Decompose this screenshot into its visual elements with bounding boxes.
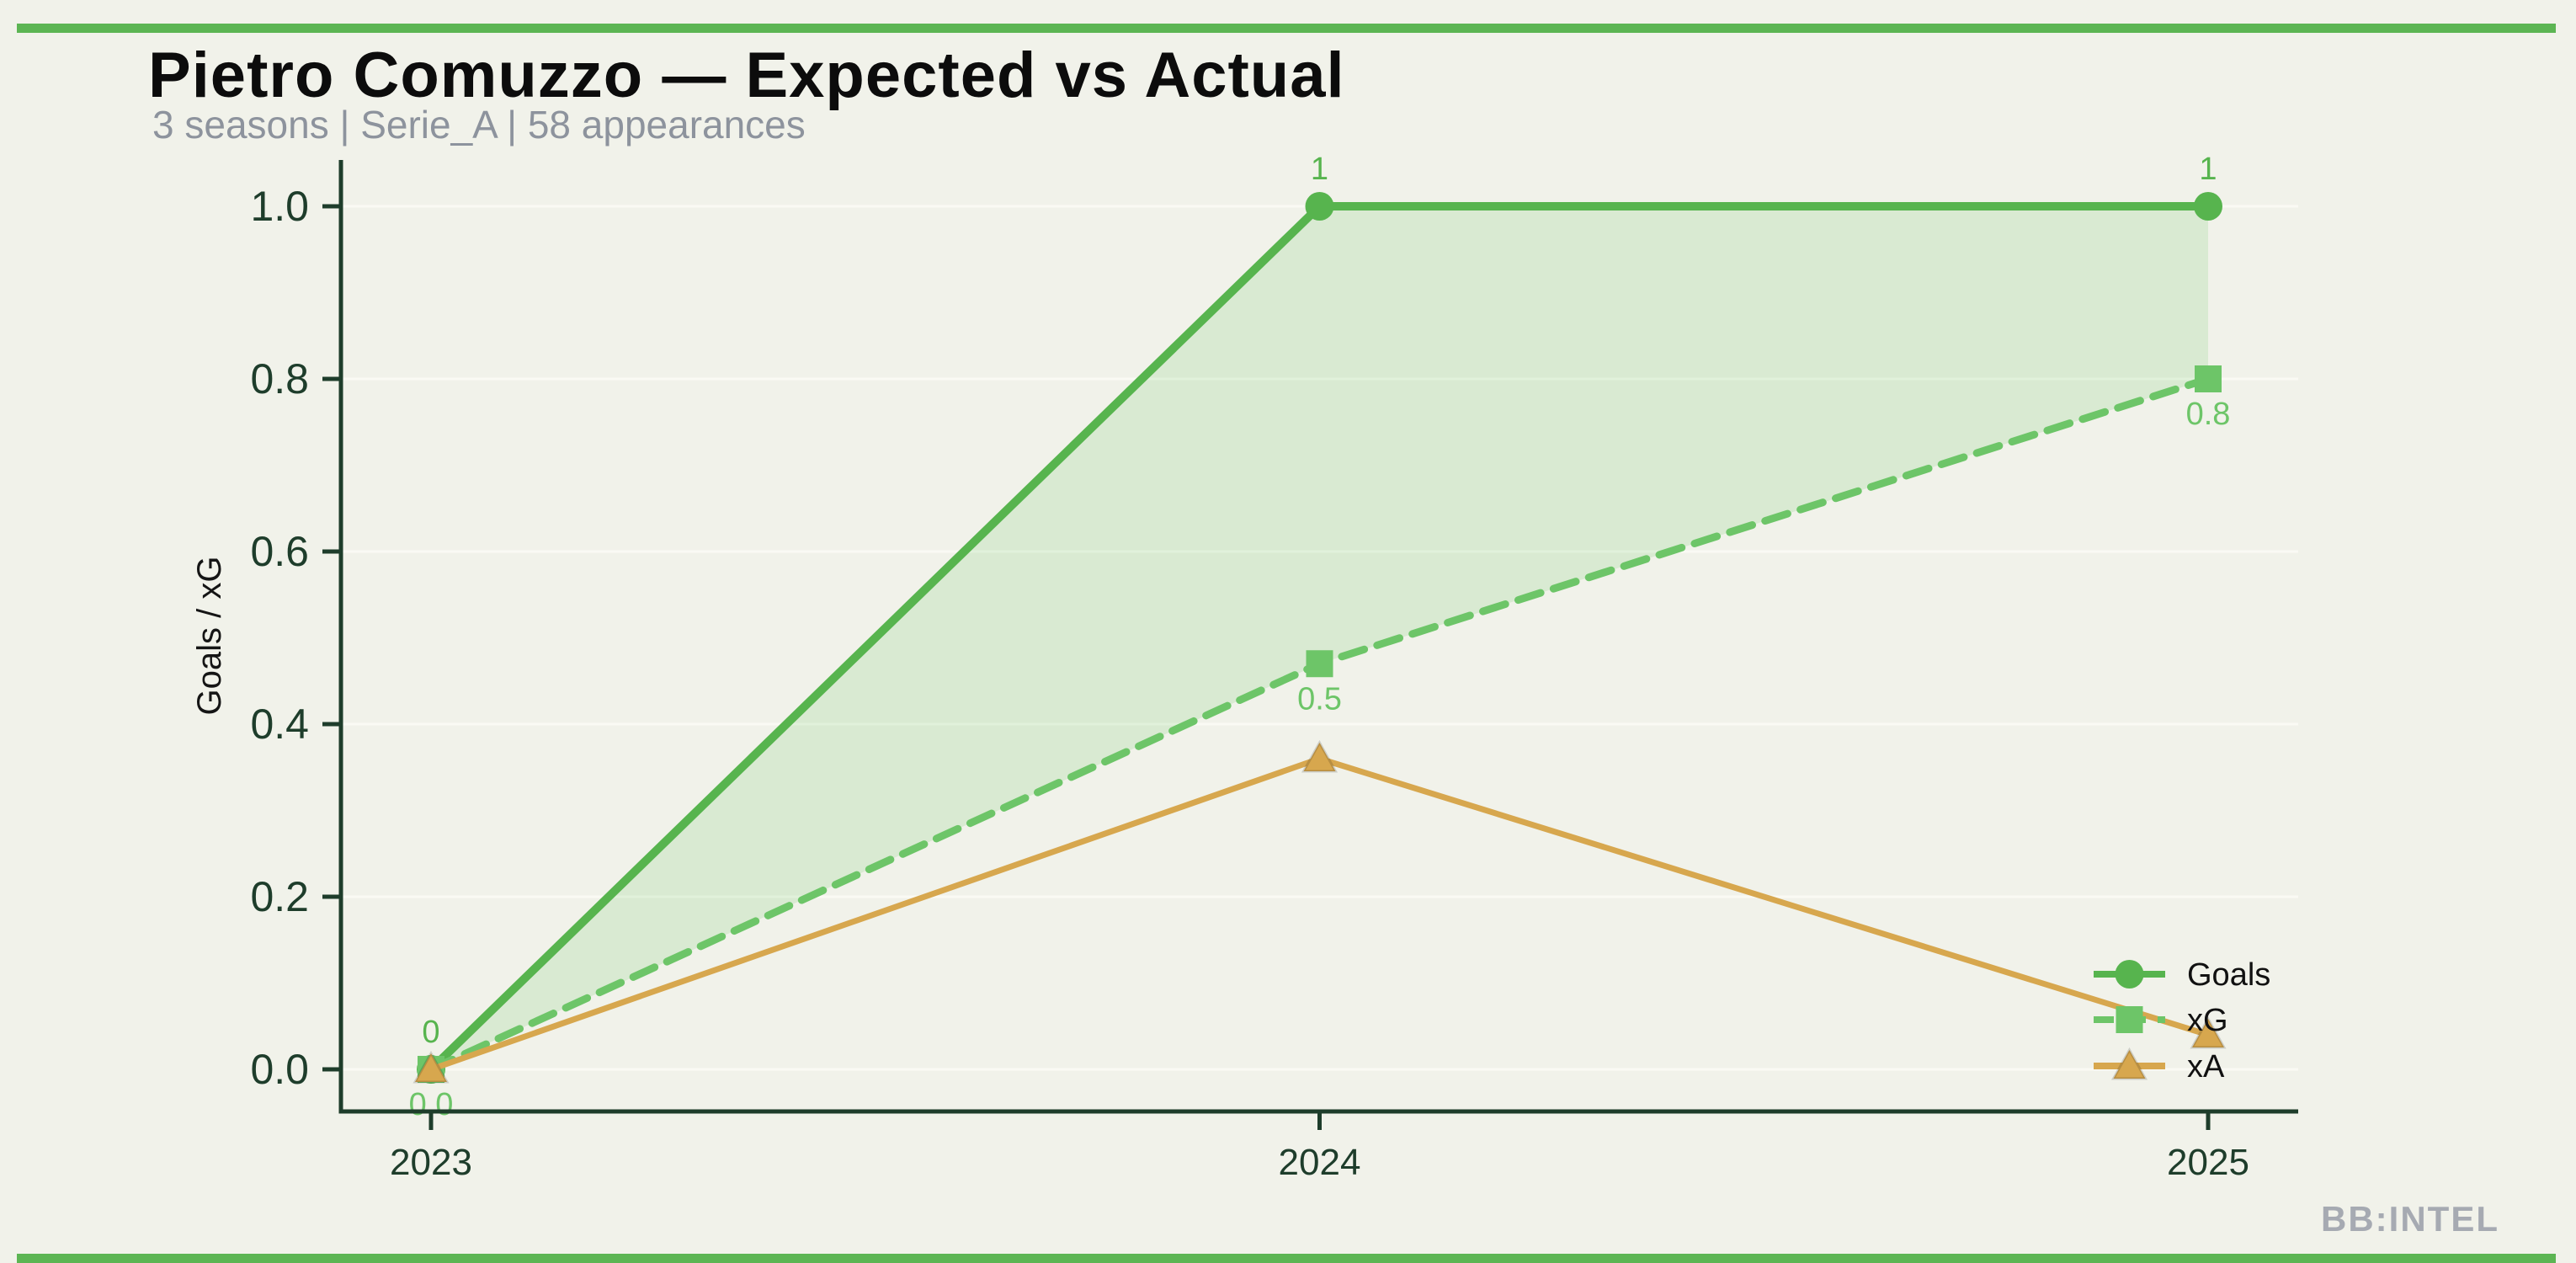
marker-xa (2190, 1015, 2227, 1049)
fill-between-polygon (431, 206, 2208, 1069)
axes: 0.0 0.2 0.4 0.6 0.8 1.0 2023 2024 2025 Goals / xG (191, 160, 2298, 1183)
page-subtitle: 3 seasons | Serie_A | 58 appearances (152, 103, 806, 147)
legend-label-goals: Goals (2187, 957, 2270, 993)
marker-goals (2194, 192, 2222, 221)
marker-xg (1306, 650, 1333, 678)
x-tick-label: 2023 (390, 1142, 472, 1183)
y-tick-label: 0.2 (250, 873, 309, 920)
marker-xa (412, 1050, 450, 1084)
point-labels: 01 10.00.50.8 (409, 152, 2231, 1122)
y-axis-title: Goals / xG (191, 557, 228, 716)
y-tick-label: 1.0 (250, 183, 309, 230)
point-label-goals: 0 (422, 1015, 439, 1050)
bottom-accent-bar (17, 1254, 2556, 1263)
legend-label-xg: xG (2187, 1003, 2228, 1038)
legend-marker-xg (2116, 1006, 2143, 1033)
watermark: BB:INTEL (2321, 1199, 2499, 1239)
y-tick-label: 0.0 (250, 1046, 309, 1093)
top-accent-bar (17, 24, 2556, 33)
x-tick-label: 2025 (2167, 1142, 2249, 1183)
legend-marker-xa (2110, 1047, 2148, 1080)
legend-label-xa: xA (2187, 1049, 2225, 1084)
marker-xa (1301, 739, 1339, 773)
point-label-goals: 1 (2199, 152, 2217, 187)
y-tick-label: 0.6 (250, 528, 309, 575)
x-tick-label: 2024 (1279, 1142, 1361, 1183)
marker-goals (1305, 192, 1334, 221)
point-label-xg: 0.5 (1297, 681, 1342, 717)
fill-between-area (431, 206, 2208, 1069)
y-tick-label: 0.4 (250, 701, 309, 748)
marker-xg (2195, 365, 2222, 392)
point-label-xg: 0.8 (2186, 397, 2231, 432)
y-tick-label: 0.8 (250, 355, 309, 402)
page-title: Pietro Comuzzo — Expected vs Actual (148, 40, 1345, 111)
point-label-goals: 1 (1311, 152, 1328, 187)
legend-marker-goals (2115, 960, 2144, 989)
legend: Goals xG xA (2094, 957, 2270, 1084)
data-series (412, 192, 2227, 1084)
